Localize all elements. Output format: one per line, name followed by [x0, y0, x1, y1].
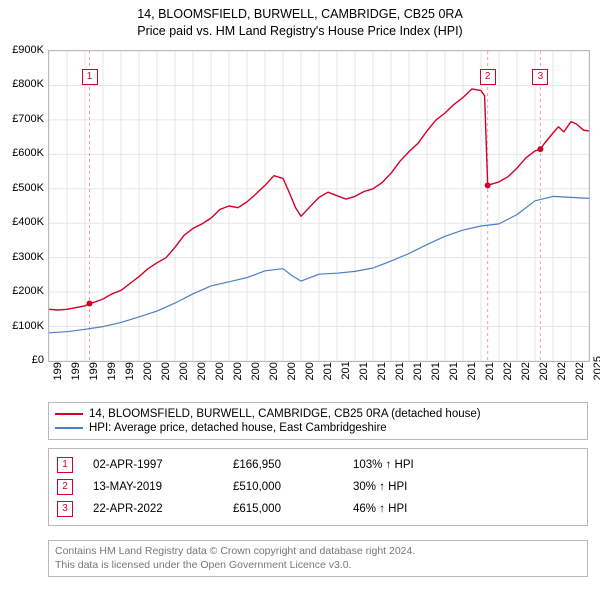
x-tick-label: 2000 [142, 356, 154, 396]
x-tick-label: 2005 [232, 356, 244, 396]
sale-price: £166,950 [233, 459, 333, 471]
x-tick-label: 2008 [286, 356, 298, 396]
sale-marker-dot [485, 182, 491, 188]
x-tick-label: 2004 [214, 356, 226, 396]
legend-swatch [55, 427, 83, 429]
x-tick-label: 2009 [304, 356, 316, 396]
x-tick-label: 1996 [70, 356, 82, 396]
sale-row: 2 13-MAY-2019 £510,000 30% ↑ HPI [57, 476, 579, 498]
footer-line-2: This data is licensed under the Open Gov… [55, 559, 581, 573]
x-tick-label: 2020 [502, 356, 514, 396]
x-tick-label: 2012 [358, 356, 370, 396]
x-tick-label: 2003 [196, 356, 208, 396]
y-tick-label: £700K [12, 113, 44, 125]
footer-line-1: Contains HM Land Registry data © Crown c… [55, 545, 581, 559]
y-tick-label: £900K [12, 44, 44, 56]
sale-date: 22-APR-2022 [93, 503, 213, 515]
footer-box: Contains HM Land Registry data © Crown c… [48, 540, 588, 577]
x-tick-label: 1998 [106, 356, 118, 396]
y-tick-label: £500K [12, 182, 44, 194]
x-tick-label: 2018 [466, 356, 478, 396]
sale-label-box: 1 [82, 69, 98, 85]
title-block: 14, BLOOMSFIELD, BURWELL, CAMBRIDGE, CB2… [0, 0, 600, 40]
sale-row: 3 22-APR-2022 £615,000 46% ↑ HPI [57, 498, 579, 520]
sale-marker-dot [537, 146, 543, 152]
legend-label: 14, BLOOMSFIELD, BURWELL, CAMBRIDGE, CB2… [89, 408, 481, 420]
x-tick-label: 2025 [592, 356, 600, 396]
x-tick-label: 1997 [88, 356, 100, 396]
y-tick-label: £200K [12, 285, 44, 297]
sale-idx-box: 3 [57, 501, 73, 517]
x-tick-label: 2011 [340, 356, 352, 396]
x-tick-label: 2006 [250, 356, 262, 396]
x-tick-label: 2013 [376, 356, 388, 396]
x-tick-label: 2007 [268, 356, 280, 396]
page-root: 14, BLOOMSFIELD, BURWELL, CAMBRIDGE, CB2… [0, 0, 600, 590]
y-tick-label: £600K [12, 147, 44, 159]
legend-row: HPI: Average price, detached house, East… [55, 421, 581, 435]
sale-marker-dot [87, 300, 93, 306]
x-tick-label: 2014 [394, 356, 406, 396]
x-tick-label: 1999 [124, 356, 136, 396]
x-tick-label: 2023 [556, 356, 568, 396]
sale-pct: 30% ↑ HPI [353, 481, 453, 493]
y-tick-label: £400K [12, 216, 44, 228]
sale-idx-box: 2 [57, 479, 73, 495]
chart-area [48, 50, 590, 362]
legend-row: 14, BLOOMSFIELD, BURWELL, CAMBRIDGE, CB2… [55, 407, 581, 421]
sale-price: £615,000 [233, 503, 333, 515]
x-tick-label: 2015 [412, 356, 424, 396]
sale-price: £510,000 [233, 481, 333, 493]
legend-swatch [55, 413, 83, 415]
x-tick-label: 2019 [484, 356, 496, 396]
x-tick-label: 2001 [160, 356, 172, 396]
sales-box: 1 02-APR-1997 £166,950 103% ↑ HPI 2 13-MAY-20… [48, 448, 588, 526]
y-tick-label: £800K [12, 78, 44, 90]
sale-idx-box: 1 [57, 457, 73, 473]
legend-box: 14, BLOOMSFIELD, BURWELL, CAMBRIDGE, CB2… [48, 402, 588, 440]
legend-label: HPI: Average price, detached house, East… [89, 422, 387, 434]
x-tick-label: 2024 [574, 356, 586, 396]
sale-date: 02-APR-1997 [93, 459, 213, 471]
x-tick-label: 2017 [448, 356, 460, 396]
sale-row: 1 02-APR-1997 £166,950 103% ↑ HPI [57, 454, 579, 476]
sale-pct: 46% ↑ HPI [353, 503, 453, 515]
x-tick-label: 2022 [538, 356, 550, 396]
x-tick-label: 2010 [322, 356, 334, 396]
x-tick-label: 2002 [178, 356, 190, 396]
title-line-1: 14, BLOOMSFIELD, BURWELL, CAMBRIDGE, CB2… [0, 6, 600, 23]
y-tick-label: £0 [32, 354, 44, 366]
x-tick-label: 1995 [52, 356, 64, 396]
title-line-2: Price paid vs. HM Land Registry's House … [0, 23, 600, 40]
y-tick-label: £300K [12, 251, 44, 263]
y-tick-label: £100K [12, 320, 44, 332]
x-tick-label: 2016 [430, 356, 442, 396]
chart-svg [49, 51, 589, 361]
sale-date: 13-MAY-2019 [93, 481, 213, 493]
x-tick-label: 2021 [520, 356, 532, 396]
sale-label-box: 2 [480, 69, 496, 85]
sale-label-box: 3 [532, 69, 548, 85]
sale-pct: 103% ↑ HPI [353, 459, 453, 471]
